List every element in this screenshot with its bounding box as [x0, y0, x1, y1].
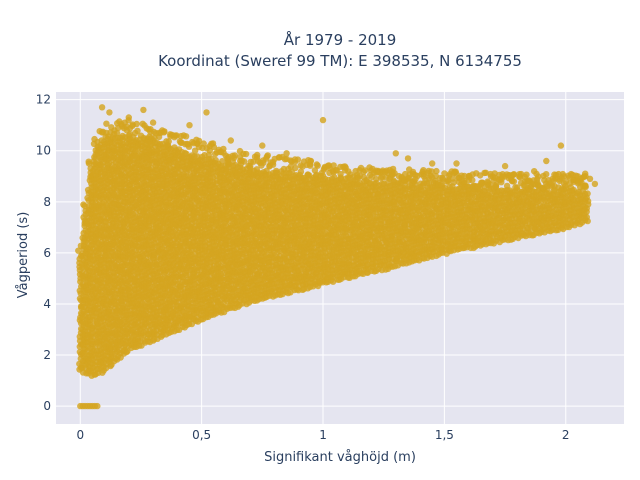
- data-point: [182, 133, 190, 140]
- data-point: [141, 122, 148, 129]
- data-point: [200, 140, 207, 147]
- data-point: [281, 156, 289, 163]
- data-point: [85, 158, 92, 165]
- data-point: [229, 152, 236, 159]
- chart-title-line2: Koordinat (Sweref 99 TM): E 398535, N 61…: [158, 52, 522, 70]
- data-point: [103, 120, 110, 127]
- data-point: [113, 129, 121, 137]
- data-point: [155, 133, 163, 141]
- data-point: [355, 174, 362, 182]
- data-point: [133, 120, 140, 128]
- data-point: [220, 145, 227, 153]
- data-point: [229, 158, 236, 165]
- data-point: [134, 127, 141, 134]
- data-point: [263, 153, 271, 160]
- data-point: [208, 140, 215, 147]
- data-point: [160, 129, 168, 136]
- data-point: [254, 151, 261, 159]
- data-point: [242, 150, 250, 158]
- chart-title-line1: År 1979 - 2019: [284, 30, 397, 49]
- data-point: [171, 134, 178, 141]
- data-point: [313, 161, 320, 168]
- data-point: [269, 159, 277, 166]
- data-point: [294, 156, 302, 163]
- data-point: [80, 201, 87, 208]
- data-points: [75, 104, 599, 410]
